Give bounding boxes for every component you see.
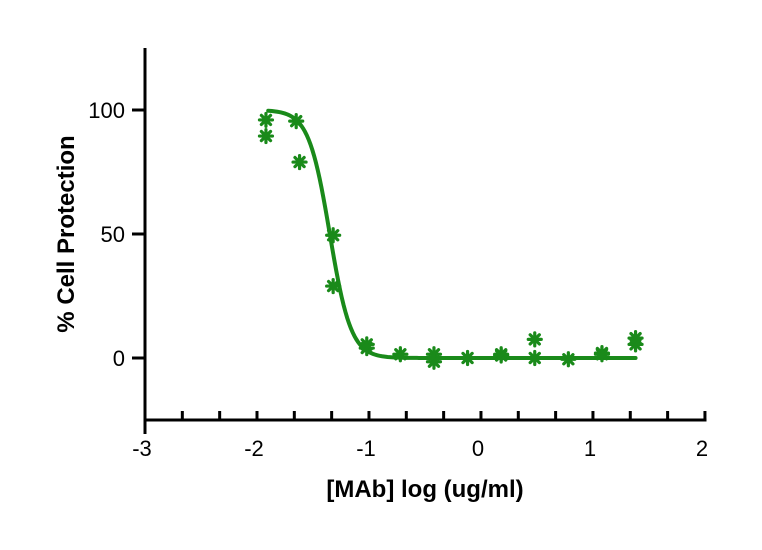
data-point xyxy=(526,349,543,367)
x-axis: -3 -2 -1 0 1 2 xyxy=(132,411,708,461)
x-tick-label: -2 xyxy=(244,436,264,461)
y-tick-label: 50 xyxy=(101,222,125,247)
data-point xyxy=(358,339,375,357)
data-point xyxy=(560,351,577,368)
data-point xyxy=(291,153,308,171)
data-point xyxy=(425,353,443,370)
data-point xyxy=(257,111,275,129)
data-points xyxy=(257,111,644,370)
x-axis-title: [MAb] log (ug/ml) xyxy=(326,476,523,503)
data-point xyxy=(526,331,543,348)
y-axis: 0 50 100 xyxy=(88,48,147,420)
data-point xyxy=(627,336,644,353)
data-point xyxy=(325,277,342,295)
data-point xyxy=(257,127,275,145)
data-point xyxy=(593,346,611,363)
data-point xyxy=(288,113,305,130)
data-point xyxy=(459,349,476,367)
x-tick-label: 0 xyxy=(472,436,484,461)
y-tick-label: 0 xyxy=(113,346,125,371)
y-axis-title: % Cell Protection xyxy=(53,135,80,332)
x-tick-label: 1 xyxy=(584,436,596,461)
x-tick-label: -1 xyxy=(356,436,376,461)
fit-curve xyxy=(266,108,638,360)
x-tick-label: 2 xyxy=(696,436,708,461)
data-point xyxy=(325,227,342,244)
data-point xyxy=(493,347,510,364)
x-tick-label: -3 xyxy=(132,436,152,461)
data-point xyxy=(392,346,409,363)
y-tick-label: 100 xyxy=(88,98,125,123)
